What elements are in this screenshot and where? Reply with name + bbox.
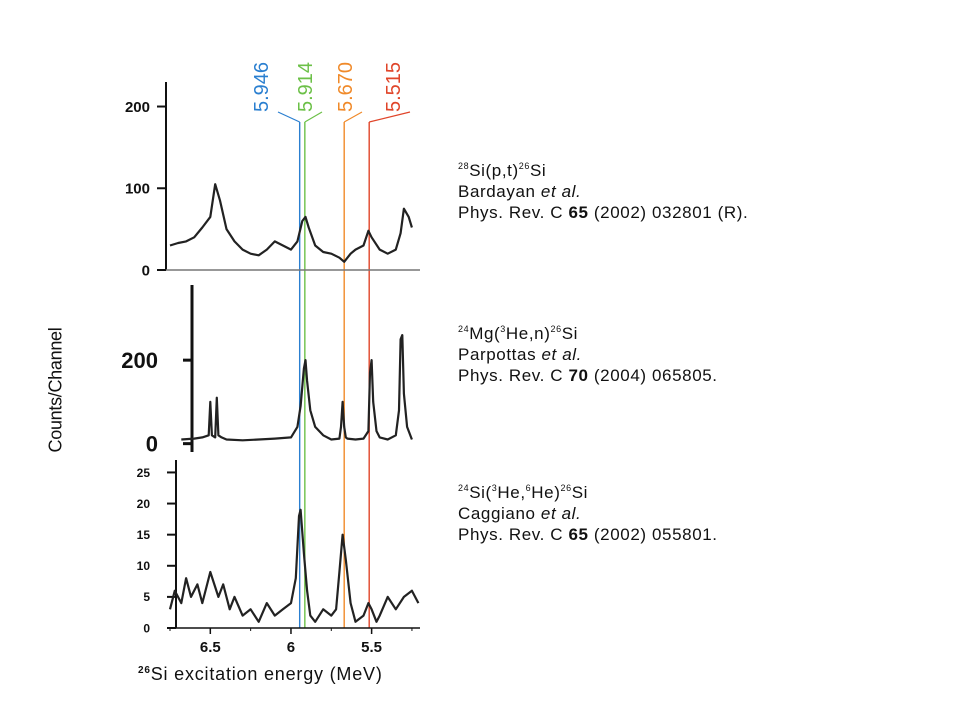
y-tick-label: 15 [137,528,151,542]
reaction-label-2: 24Mg(3He,n)26Si [458,324,579,343]
marker-leader [369,111,411,123]
reference-bardayan: 28Si(p,t)26Si Bardayan et al. Phys. Rev.… [458,160,748,223]
citation-2: Phys. Rev. C 70 (2004) 065805. [458,366,718,385]
panel-3: 0 5 10 15 20 25 [137,460,420,635]
marker-5-946: 5.946 [251,62,301,628]
x-axis: 6.5 6 5.5 [169,627,420,656]
spectrum-trace [168,508,420,623]
spectrum-trace [169,183,413,263]
authors-2: Parpottas et al. [458,345,582,364]
reference-caggiano: 24Si(3He,6He)26Si Caggiano et al. Phys. … [458,482,718,545]
spectrum-panels: 0 100 200 0 200 0 5 10 15 20 25 [121,82,420,635]
y-tick-label: 0 [143,621,150,635]
x-tick-label: 6.5 [200,639,221,656]
y-axis-label: Counts/Channel [45,327,66,453]
reaction-label-3: 24Si(3He,6He)26Si [458,483,589,502]
y-tick-label: 20 [137,497,151,511]
y-tick-label: 200 [125,99,150,116]
marker-label: 5.670 [335,62,357,112]
marker-5-670: 5.670 [335,62,363,628]
marker-5-515: 5.515 [368,62,411,628]
y-tick-label: 5 [143,590,150,604]
panel-1: 0 100 200 [125,82,413,279]
citation-1: Phys. Rev. C 65 (2002) 032801 (R). [458,203,749,222]
marker-label: 5.946 [251,62,273,112]
y-tick-label: 100 [125,181,150,198]
y-tick-label: 0 [146,432,158,457]
y-tick-label: 0 [142,262,150,279]
marker-lines: 5.946 5.914 5.670 5.515 [251,62,411,628]
marker-leader [343,111,363,123]
citation-3: Phys. Rev. C 65 (2002) 055801. [458,525,718,544]
reference-parpottas: 24Mg(3He,n)26Si Parpottas et al. Phys. R… [458,323,718,386]
y-tick-label: 200 [121,348,158,373]
authors-1: Bardayan et al. [458,182,582,201]
marker-label: 5.515 [383,62,405,112]
panel-2: 0 200 [121,285,413,457]
y-tick-label: 10 [137,559,151,573]
reaction-label-1: 28Si(p,t)26Si [458,161,547,180]
authors-3: Caggiano et al. [458,504,582,523]
marker-5-914: 5.914 [295,62,323,628]
marker-label: 5.914 [295,62,317,112]
y-tick-label: 25 [137,466,151,480]
marker-leader [304,111,323,123]
x-tick-label: 5.5 [361,639,382,656]
x-tick-label: 6 [287,639,295,656]
spectrum-trace [181,334,413,442]
marker-leader [277,111,300,123]
x-axis-label: 26Si excitation energy (MeV) [138,664,383,684]
